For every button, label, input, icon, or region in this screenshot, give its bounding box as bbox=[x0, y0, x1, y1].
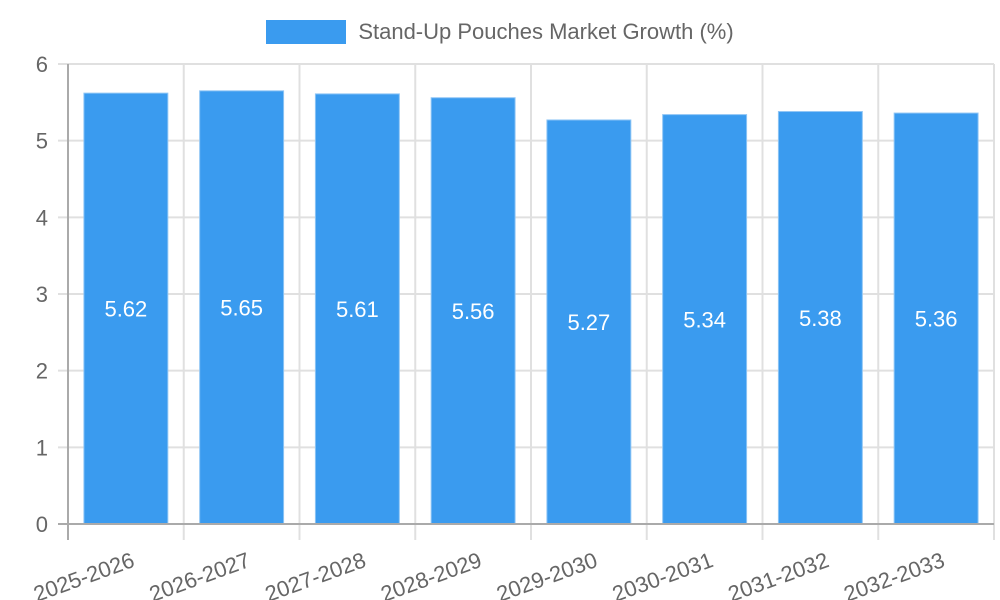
x-tick-label: 2028-2029 bbox=[377, 547, 484, 600]
x-tick-label: 2032-2033 bbox=[840, 547, 947, 600]
y-tick-label: 1 bbox=[36, 435, 48, 460]
x-tick-label: 2031-2032 bbox=[725, 547, 832, 600]
y-tick-label: 5 bbox=[36, 129, 48, 154]
bar-value-label: 5.61 bbox=[336, 297, 379, 322]
bar[interactable] bbox=[314, 93, 400, 525]
bar-value-label: 5.34 bbox=[683, 307, 726, 332]
bar[interactable] bbox=[546, 119, 632, 525]
bar-value-label: 5.36 bbox=[915, 307, 958, 332]
bars: 5.62 5.65 5.61 5.56 5.27 5.34 5.38 5.36 bbox=[83, 90, 979, 525]
bar-value-label: 5.27 bbox=[567, 310, 610, 335]
x-tick-label: 2029-2030 bbox=[493, 547, 600, 600]
bar-value-label: 5.62 bbox=[104, 297, 147, 322]
legend-label: Stand-Up Pouches Market Growth (%) bbox=[358, 19, 734, 44]
x-tick-label: 2027-2028 bbox=[262, 547, 369, 600]
x-tick-label: 2026-2027 bbox=[146, 547, 253, 600]
y-tick-label: 3 bbox=[36, 282, 48, 307]
y-tick-label: 4 bbox=[36, 205, 48, 230]
x-tick-label: 2025-2026 bbox=[30, 547, 137, 600]
y-tick-label: 6 bbox=[36, 52, 48, 77]
bar[interactable] bbox=[199, 90, 285, 525]
bar[interactable] bbox=[662, 114, 748, 525]
legend-swatch bbox=[266, 20, 347, 44]
bar-value-label: 5.56 bbox=[452, 299, 495, 324]
bar[interactable] bbox=[893, 112, 979, 525]
y-tick-label: 0 bbox=[36, 512, 48, 537]
y-axis: 0 1 2 3 4 5 6 bbox=[36, 52, 48, 537]
x-axis: 2025-2026 2026-2027 2027-2028 2028-2029 2029… bbox=[30, 523, 994, 600]
bar-value-label: 5.65 bbox=[220, 295, 263, 320]
bar[interactable] bbox=[430, 97, 516, 525]
x-tick-label: 2030-2031 bbox=[609, 547, 716, 600]
bar-value-label: 5.38 bbox=[799, 306, 842, 331]
y-tick-label: 2 bbox=[36, 359, 48, 384]
chart-legend[interactable]: Stand-Up Pouches Market Growth (%) bbox=[0, 18, 1000, 46]
